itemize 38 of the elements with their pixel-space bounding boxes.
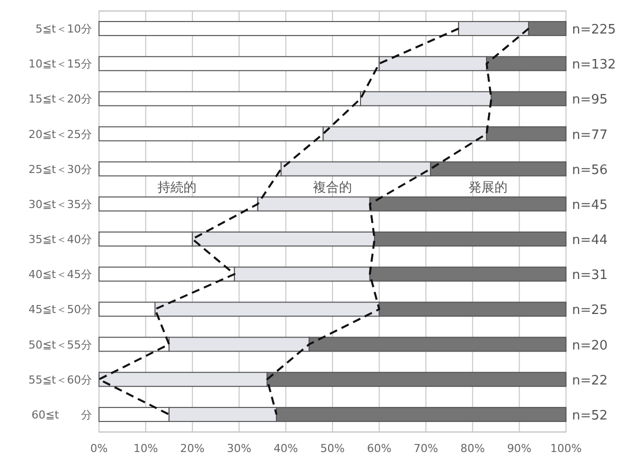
x-tick-label: 100% bbox=[550, 442, 582, 455]
y-tick-label: 10≦t＜15分 bbox=[28, 58, 92, 71]
x-tick-label: 70% bbox=[414, 442, 438, 455]
y-tick-label: 20≦t＜25分 bbox=[28, 128, 92, 141]
text: n=52 bbox=[572, 408, 608, 424]
text: n=225 bbox=[572, 22, 616, 38]
y-tick-label: 55≦t＜60分 bbox=[28, 373, 92, 386]
text: n=25 bbox=[572, 303, 608, 318]
text: n=44 bbox=[572, 233, 608, 248]
text: n=56 bbox=[572, 162, 608, 178]
y-tick-label: 5≦t＜10分 bbox=[35, 22, 92, 36]
x-tick-label: 80% bbox=[460, 442, 485, 455]
text: n=22 bbox=[572, 373, 608, 388]
x-tick-label: 30% bbox=[226, 442, 252, 455]
text: n=132 bbox=[572, 58, 616, 73]
y-tick-label: 50≦t＜55分 bbox=[28, 338, 92, 352]
x-tick-label: 50% bbox=[320, 442, 345, 455]
x-tick-label: 90% bbox=[507, 442, 532, 455]
x-tick-label: 20% bbox=[180, 442, 205, 455]
y-tick-label: 15≦t＜20分 bbox=[28, 92, 92, 106]
y-tick-label: 25≦t＜30分 bbox=[28, 162, 92, 176]
x-tick-label: 10% bbox=[133, 442, 158, 455]
x-tick-label: 60% bbox=[366, 442, 392, 455]
text: n=95 bbox=[572, 92, 608, 108]
x-tick-label: 0% bbox=[90, 442, 108, 455]
y-tick-label: 45≦t＜50分 bbox=[28, 303, 92, 316]
y-tick-label: 30≦t＜35分 bbox=[28, 198, 92, 211]
text: n=77 bbox=[572, 128, 608, 143]
text: n=45 bbox=[572, 198, 608, 213]
series-label: 持続的 bbox=[157, 180, 196, 196]
y-tick-label: 40≦t＜45分 bbox=[28, 268, 92, 282]
series-label: 発展的 bbox=[468, 180, 508, 196]
y-tick-label: 60≦t 分 bbox=[31, 408, 92, 422]
y-tick-label: 35≦t＜40分 bbox=[28, 233, 92, 246]
series-label: 複合的 bbox=[313, 180, 352, 196]
text: n=31 bbox=[572, 268, 608, 284]
x-tick-label: 40% bbox=[274, 442, 298, 455]
text: n=20 bbox=[572, 338, 608, 354]
